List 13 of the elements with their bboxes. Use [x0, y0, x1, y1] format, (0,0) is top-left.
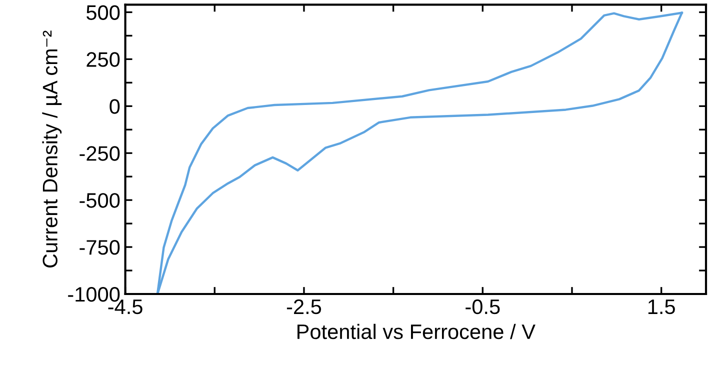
x-tick-label: -2.5 — [286, 299, 322, 314]
y-tick-label: 250 — [86, 52, 120, 67]
y-axis-title: Current Density / µA cm⁻² — [42, 30, 62, 268]
y-tick-label: 500 — [86, 5, 120, 20]
y-tick-label: -500 — [80, 193, 120, 208]
y-tick-label: -1000 — [68, 287, 120, 302]
x-tick-label: -4.5 — [108, 300, 142, 314]
x-axis-title: Potential vs Ferrocene / V — [298, 324, 536, 340]
x-tick-label: -0.5 — [466, 299, 500, 314]
y-tick-label: -750 — [80, 240, 120, 255]
y-tick-label: 0 — [110, 99, 120, 114]
x-tick-label: 1.5 — [648, 300, 675, 314]
y-tick-label: -250 — [80, 146, 120, 161]
